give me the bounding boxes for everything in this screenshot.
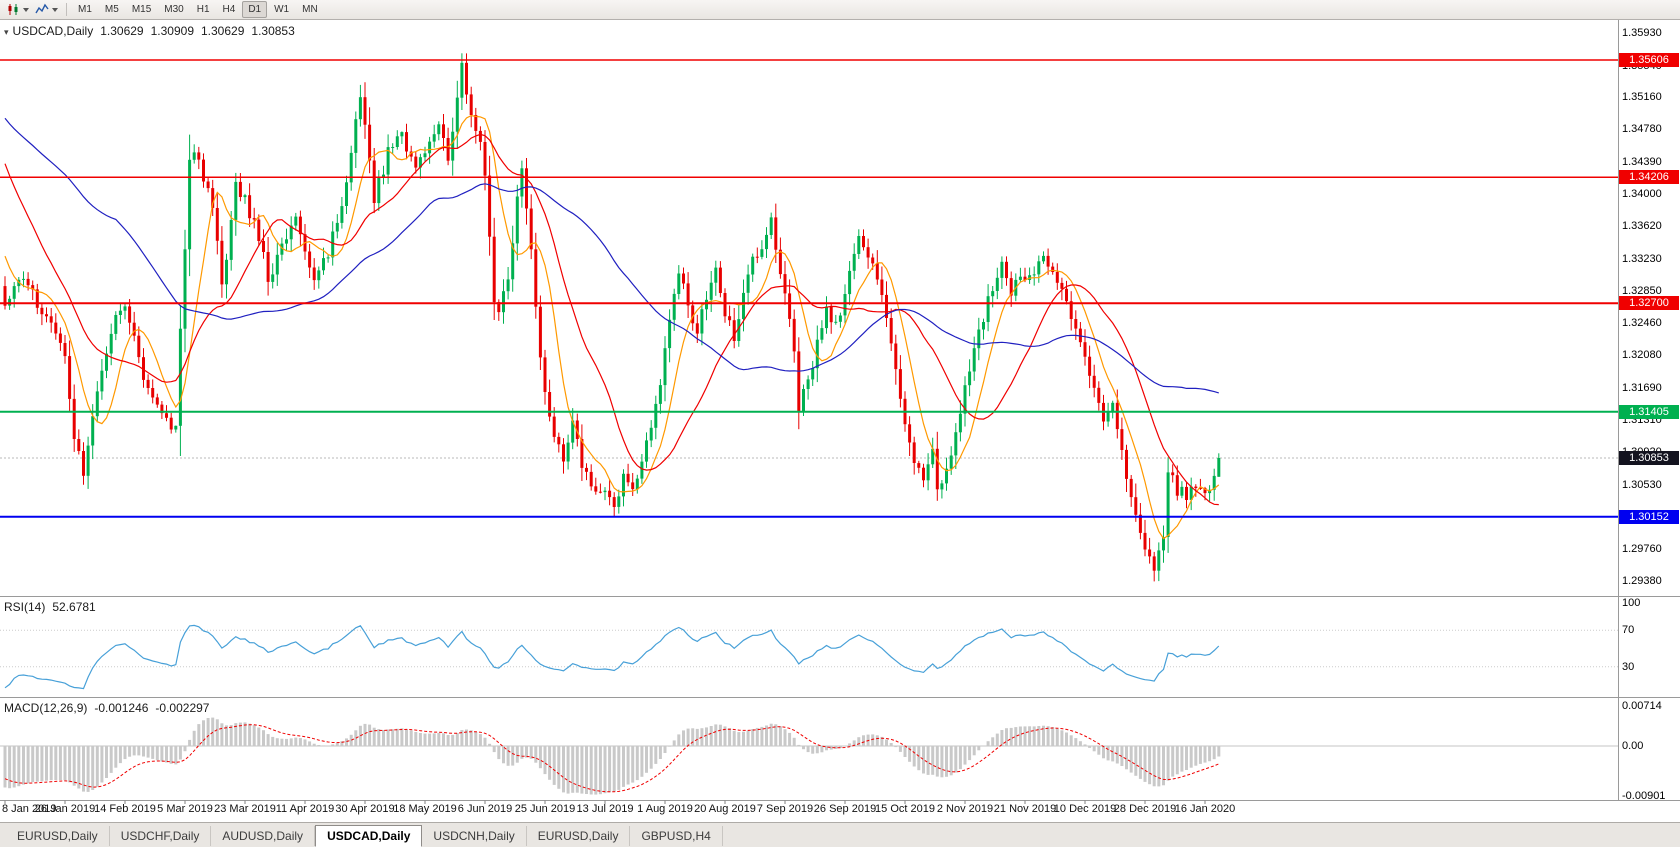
price-tick: 1.33230 — [1622, 252, 1662, 265]
date-axis-label: 7 Sep 2019 — [756, 803, 814, 815]
macd-axis-label: 0.00714 — [1622, 700, 1662, 712]
candlestick-chart-icon — [8, 4, 18, 15]
current-price-badge: 1.30853 — [1619, 450, 1679, 465]
price-tick: 1.29760 — [1622, 543, 1662, 556]
price-tick: 1.34390 — [1622, 155, 1662, 168]
ohlc-low: 1.30629 — [201, 24, 245, 38]
date-axis-label: 6 Jun 2019 — [457, 803, 513, 815]
macd-axis-label: -0.00901 — [1622, 790, 1666, 803]
chart-type-button[interactable] — [4, 2, 32, 18]
toolbar-separator — [66, 3, 67, 16]
macd-value: -0.001246 — [94, 701, 149, 715]
indicators-button[interactable] — [32, 2, 61, 18]
macd-signal-line — [4, 724, 1219, 793]
date-axis-label: 20 Aug 2019 — [694, 803, 756, 815]
date-axis-label: 8 Jan 2019 — [2, 803, 57, 815]
macd-header: MACD(12,26,9) -0.001246 -0.002297 — [4, 701, 209, 715]
ma-slow-line — [4, 117, 1219, 394]
chart-tab-usdcad-daily-3[interactable]: USDCAD,Daily — [315, 825, 423, 847]
date-axis-label: 23 Mar 2019 — [214, 803, 276, 815]
price-tick: 1.34780 — [1622, 123, 1662, 136]
ma-mid-line — [4, 133, 1219, 506]
rsi-line — [4, 624, 1220, 690]
macd-label: MACD(12,26,9) — [4, 701, 88, 715]
ohlc-high: 1.30909 — [150, 24, 194, 38]
chart-canvas[interactable] — [0, 0, 1680, 822]
main-chart-panel — [0, 53, 1618, 582]
date-axis-label: 2 Nov 2019 — [936, 803, 994, 815]
top-toolbar: M1 M5 M15 M30 H1 H4 D1 W1 MN — [0, 0, 1680, 20]
date-axis-label: 15 Oct 2019 — [875, 803, 935, 815]
caret-down-icon — [23, 7, 29, 12]
date-axis-label: 21 Nov 2019 — [993, 803, 1057, 815]
level-badge-support: 1.30152 — [1619, 509, 1679, 524]
date-axis-label: 25 Jun 2019 — [514, 803, 576, 815]
price-tick: 1.31690 — [1622, 381, 1662, 394]
timeframe-toolbar: M1 M5 M15 M30 H1 H4 D1 W1 MN — [72, 1, 324, 18]
timeframe-mn-button[interactable]: MN — [302, 4, 318, 15]
date-axis-label: 13 Jul 2019 — [576, 803, 634, 815]
date-axis-label: 14 Feb 2019 — [94, 803, 156, 815]
ma-fast-line — [4, 114, 1220, 540]
chart-tab-eurusd-daily-5[interactable]: EURUSD,Daily — [527, 826, 631, 846]
timeframe-m1-button[interactable]: M1 — [78, 4, 92, 15]
chart-header: ▾ USDCAD,Daily 1.30629 1.30909 1.30629 1.3085… — [4, 24, 295, 38]
timeframe-w1-button[interactable]: W1 — [274, 4, 290, 15]
timeframe-m5-button[interactable]: M5 — [104, 4, 119, 15]
chart-tab-gbpusd-h4-6[interactable]: GBPUSD,H4 — [630, 826, 723, 846]
date-axis-label: 30 Apr 2019 — [335, 803, 395, 815]
chart-tab-bar: EURUSD,Daily USDCHF,Daily AUDUSD,Daily USDC… — [0, 822, 1680, 847]
timeframe-d1-button[interactable]: D1 — [242, 1, 268, 18]
ohlc-close: 1.30853 — [251, 24, 295, 38]
price-tick: 1.32460 — [1622, 317, 1662, 330]
rsi-value: 52.6781 — [52, 600, 96, 614]
level-badge-resistance: 1.34206 — [1619, 170, 1679, 185]
date-axis-label: 10 Dec 2019 — [1053, 803, 1117, 815]
price-tick: 1.29380 — [1622, 575, 1662, 588]
level-badge-support: 1.31405 — [1619, 404, 1679, 419]
date-axis-label: 16 Jan 2020 — [1174, 803, 1236, 815]
date-axis-label: 1 Aug 2019 — [637, 803, 693, 815]
date-axis-label: 5 Mar 2019 — [157, 803, 213, 815]
price-tick: 1.34000 — [1622, 188, 1662, 201]
chart-symbol: USDCAD,Daily — [12, 24, 94, 38]
indicator-line-icon — [35, 3, 49, 14]
price-tick: 1.35930 — [1622, 26, 1662, 39]
date-axis-label: 26 Sep 2019 — [813, 803, 877, 815]
timeframe-h4-button[interactable]: H4 — [222, 4, 236, 15]
caret-down-icon — [52, 7, 58, 12]
date-axis-label: 18 May 2019 — [393, 803, 457, 815]
rsi-label: RSI(14) — [4, 600, 46, 614]
rsi-axis-label: 30 — [1622, 660, 1635, 673]
date-axis-label: 11 Apr 2019 — [275, 803, 335, 815]
timeframe-m15-button[interactable]: M15 — [131, 4, 152, 15]
timeframe-h1-button[interactable]: H1 — [196, 4, 210, 15]
price-tick: 1.33620 — [1622, 220, 1662, 233]
chart-tab-audusd-daily-2[interactable]: AUDUSD,Daily — [211, 826, 316, 846]
chart-tab-eurusd-daily-0[interactable]: EURUSD,Daily — [6, 826, 110, 846]
price-tick: 1.32850 — [1622, 284, 1662, 297]
timeframe-m30-button[interactable]: M30 — [164, 4, 184, 15]
price-tick: 1.30530 — [1622, 479, 1662, 491]
ohlc-open: 1.30629 — [100, 24, 144, 38]
rsi-axis-label: 70 — [1622, 624, 1635, 637]
date-axis-label: 28 Dec 2019 — [1113, 803, 1177, 815]
chart-menu-icon[interactable]: ▾ — [4, 27, 9, 37]
level-badge-resistance: 1.35606 — [1619, 52, 1679, 67]
chart-overlays: ▾ USDCAD,Daily 1.30629 1.30909 1.30629 1.3085… — [2, 24, 1679, 815]
price-tick: 1.35160 — [1622, 91, 1662, 104]
rsi-panel — [0, 624, 1618, 690]
date-axis-label: 26 Jan 2019 — [34, 803, 96, 815]
chart-tab-usdchf-daily-1[interactable]: USDCHF,Daily — [110, 826, 212, 846]
macd-axis-label: 0.00 — [1622, 740, 1644, 752]
macd-signal-value: -0.002297 — [155, 701, 210, 715]
rsi-header: RSI(14) 52.6781 — [4, 600, 96, 614]
level-badge-resistance: 1.32700 — [1619, 296, 1679, 311]
macd-panel — [0, 717, 1618, 795]
price-tick: 1.32080 — [1622, 349, 1662, 362]
rsi-axis-label: 100 — [1622, 597, 1641, 609]
chart-tab-usdcnh-daily-4[interactable]: USDCNH,Daily — [422, 826, 527, 846]
